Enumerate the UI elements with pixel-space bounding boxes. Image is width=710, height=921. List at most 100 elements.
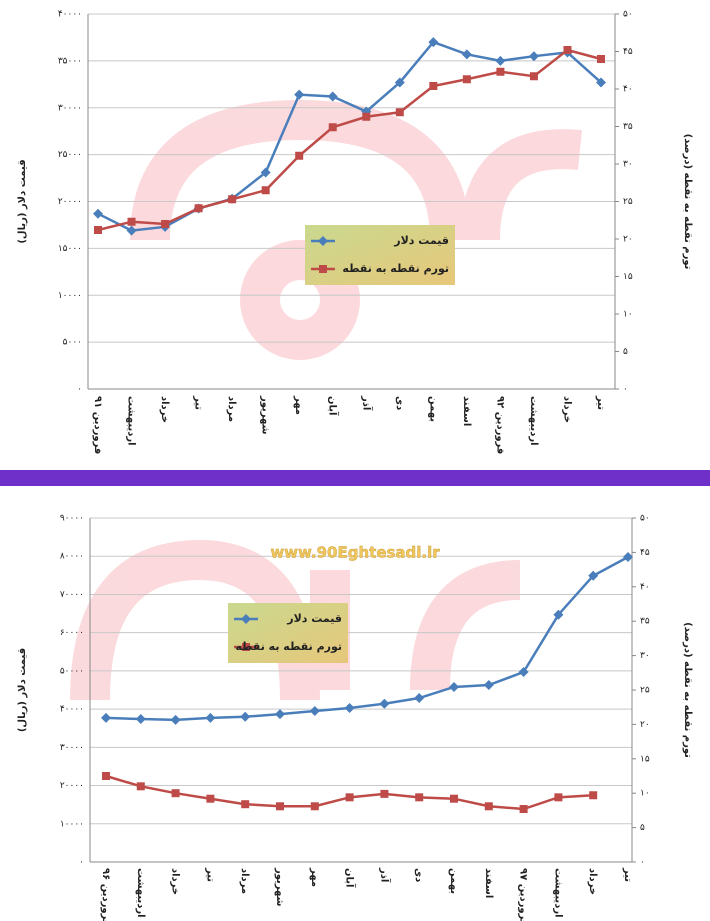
y2-tick-label: ۳۰ [640,651,650,661]
y2-tick-label: ۰ [623,385,628,395]
y2-tick-label: ۲۰ [640,720,650,730]
y-tick-label: ۲۵۰۰۰ [58,150,82,160]
point [161,220,170,228]
x-tick-label: آبان [344,868,357,888]
x-tick-label: مرداد [239,868,250,894]
y2-tick-label: ۱۰ [623,310,633,320]
y-tick-label: ۴۰۰۰۰ [60,705,84,715]
point [483,680,494,691]
point [170,714,181,725]
y-tick-label: ۱۵۰۰۰ [58,244,82,254]
legend-label: تورم نقطه به نقطه [342,262,449,275]
point [171,789,180,798]
x-tick-label: فروردین ۹۲ [494,396,505,454]
y2-axis-title: تورم نقطه به نقطه (درصد) [682,134,693,270]
y2-tick-label: ۱۰ [640,789,650,799]
point [206,794,215,803]
y2-tick-label: ۲۵ [640,686,650,696]
y2-tick-label: ۵ [623,347,628,357]
point [496,67,505,76]
x-tick-label: تیر [204,867,215,882]
point [484,802,493,811]
y-tick-label: ۰ [79,858,84,868]
x-tick-label: آبان [327,396,340,416]
point [205,712,216,723]
point [327,91,338,102]
point [93,208,103,219]
point [241,800,250,809]
x-tick-label: اردیبهشت [126,396,137,446]
x-tick-label: اسفند [461,396,472,426]
y2-tick-label: ۵۰ [640,514,650,524]
y2-tick-label: ۴۰ [623,85,633,95]
x-tick-label: آذر [360,395,373,411]
x-tick-label: مرداد [226,396,237,422]
point [415,793,424,802]
y-tick-label: ۵۰۰۰ [63,338,82,348]
legend-box [228,603,348,663]
legend-label: قیمت دلار [393,234,449,247]
point [623,551,633,562]
point [588,570,599,581]
x-tick-label: خرداد [561,396,572,423]
y-tick-label: ۳۰۰۰۰ [60,743,84,753]
point [94,226,102,234]
x-tick-label: خرداد [587,868,598,895]
y-tick-label: ۶۰۰۰۰ [60,628,84,638]
x-tick-label: فروردین ۹۶ [100,868,111,921]
point [395,108,404,117]
point [518,667,529,678]
y-tick-label: ۳۵۰۰۰ [58,56,82,66]
y-tick-label: ۲۰۰۰۰ [60,781,84,791]
point [428,37,439,48]
point [194,204,203,213]
point [528,51,539,62]
logo-watermark [70,99,582,701]
y2-tick-label: ۳۵ [640,617,650,627]
y-tick-label: ۵۰۰۰۰ [60,666,84,676]
point [529,72,538,81]
point [414,693,425,704]
point [295,151,304,160]
series-line [97,40,602,232]
x-tick-label: دی [394,396,405,410]
point [554,793,563,802]
y-tick-label: ۰ [77,385,82,395]
point [294,89,305,100]
y2-tick-label: ۲۰ [623,235,633,245]
point [240,711,251,722]
y-tick-label: ۷۰۰۰۰ [60,590,84,600]
x-tick-label: تیر [595,395,606,410]
y-tick-label: ۱۰۰۰۰ [60,819,84,829]
point [127,217,136,226]
y2-tick-label: ۱۵ [640,754,650,764]
point [228,195,237,204]
point [102,772,110,780]
point [136,782,145,791]
x-tick-label: شهریور [274,867,285,907]
x-tick-label: شهریور [260,395,271,435]
x-tick-label: اسفند [483,868,494,898]
x-tick-label: تیر [622,867,633,882]
point [345,793,354,802]
point [495,55,506,66]
x-tick-label: مهر [293,395,304,415]
point [310,802,319,811]
point [449,681,459,692]
point [309,706,320,717]
point [563,46,572,54]
point [429,82,438,90]
point [597,55,605,63]
point [394,77,405,88]
y2-tick-label: ۰ [640,858,645,868]
x-tick-label: آذر [378,867,391,883]
legend-label: قیمت دلار [286,612,342,625]
legend-label: تورم نقطه به نقطه [235,640,342,653]
point [242,643,250,651]
x-tick-label: مهر [309,867,320,887]
point [101,712,111,723]
y-axis-title: قیمت دلار (ریال) [17,648,28,732]
point [362,112,371,121]
